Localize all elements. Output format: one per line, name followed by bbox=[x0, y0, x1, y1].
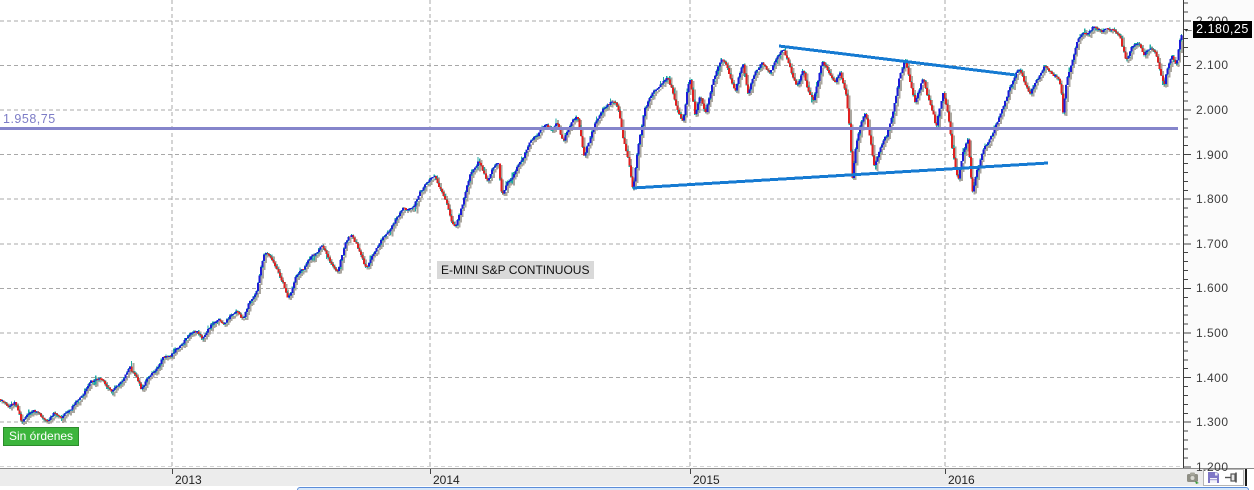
x-axis-year-label: 2013 bbox=[175, 473, 202, 487]
x-axis-year-label: 2015 bbox=[693, 473, 720, 487]
y-axis-label: 1.300 bbox=[1196, 415, 1229, 430]
candle-bodies-up bbox=[1, 26, 1183, 422]
price-axis-background bbox=[1183, 0, 1254, 468]
last-price-badge: 2.180,25 bbox=[1193, 21, 1252, 38]
price-level-label: 1.958,75 bbox=[3, 112, 56, 126]
y-axis-label: 1.400 bbox=[1196, 370, 1229, 385]
year-tick bbox=[430, 469, 431, 474]
chart-plot-area[interactable]: 1.958,75 E-MINI S&P CONTINUOUS Sin órden… bbox=[0, 0, 1183, 467]
candle-shadows bbox=[1, 27, 1183, 426]
year-tick bbox=[172, 469, 173, 474]
price-axis[interactable]: 2.2002.1002.0001.9001.8001.7001.6001.500… bbox=[1183, 0, 1254, 474]
panel-divider bbox=[1245, 469, 1247, 487]
candle-bodies-down bbox=[0, 26, 1177, 422]
y-axis-label: 1.500 bbox=[1196, 326, 1229, 340]
year-tick bbox=[945, 469, 946, 474]
y-axis-label: 2.000 bbox=[1196, 103, 1229, 117]
y-axis-label: 1.800 bbox=[1196, 192, 1229, 207]
window-bottom-edge bbox=[0, 486, 1254, 490]
y-axis-label: 1.900 bbox=[1196, 147, 1229, 162]
x-axis-year-label: 2014 bbox=[433, 473, 460, 487]
symbol-label[interactable]: E-MINI S&P CONTINUOUS bbox=[437, 261, 595, 279]
y-axis-label: 1.200 bbox=[1196, 459, 1229, 474]
y-axis-label: 1.600 bbox=[1196, 281, 1229, 296]
candlestick-chart bbox=[0, 0, 1183, 467]
candle-wicks bbox=[0, 25, 1183, 424]
time-axis[interactable]: 2013 2014 2015 2016 bbox=[0, 468, 1254, 487]
bottom-toolbar bbox=[1183, 469, 1254, 487]
price-axis-ticks bbox=[1184, 2, 1191, 468]
x-axis-year-label: 2016 bbox=[948, 473, 975, 487]
horizontal-scrollbar-thumb[interactable] bbox=[297, 487, 1249, 490]
panel-gap bbox=[1247, 469, 1254, 487]
trendline-descending-resistance[interactable] bbox=[778, 44, 1017, 77]
pin-icon[interactable] bbox=[1225, 471, 1239, 484]
last-price-arrow-icon: ← bbox=[1183, 23, 1194, 35]
year-tick bbox=[690, 469, 691, 474]
y-axis-label: 1.700 bbox=[1196, 236, 1229, 251]
save-icon[interactable] bbox=[1207, 471, 1220, 484]
trendline-ascending-support[interactable] bbox=[632, 161, 1049, 190]
screenshot-icon[interactable] bbox=[1186, 471, 1200, 485]
no-orders-badge: Sin órdenes bbox=[3, 427, 80, 446]
y-axis-label: 2.100 bbox=[1196, 58, 1229, 73]
